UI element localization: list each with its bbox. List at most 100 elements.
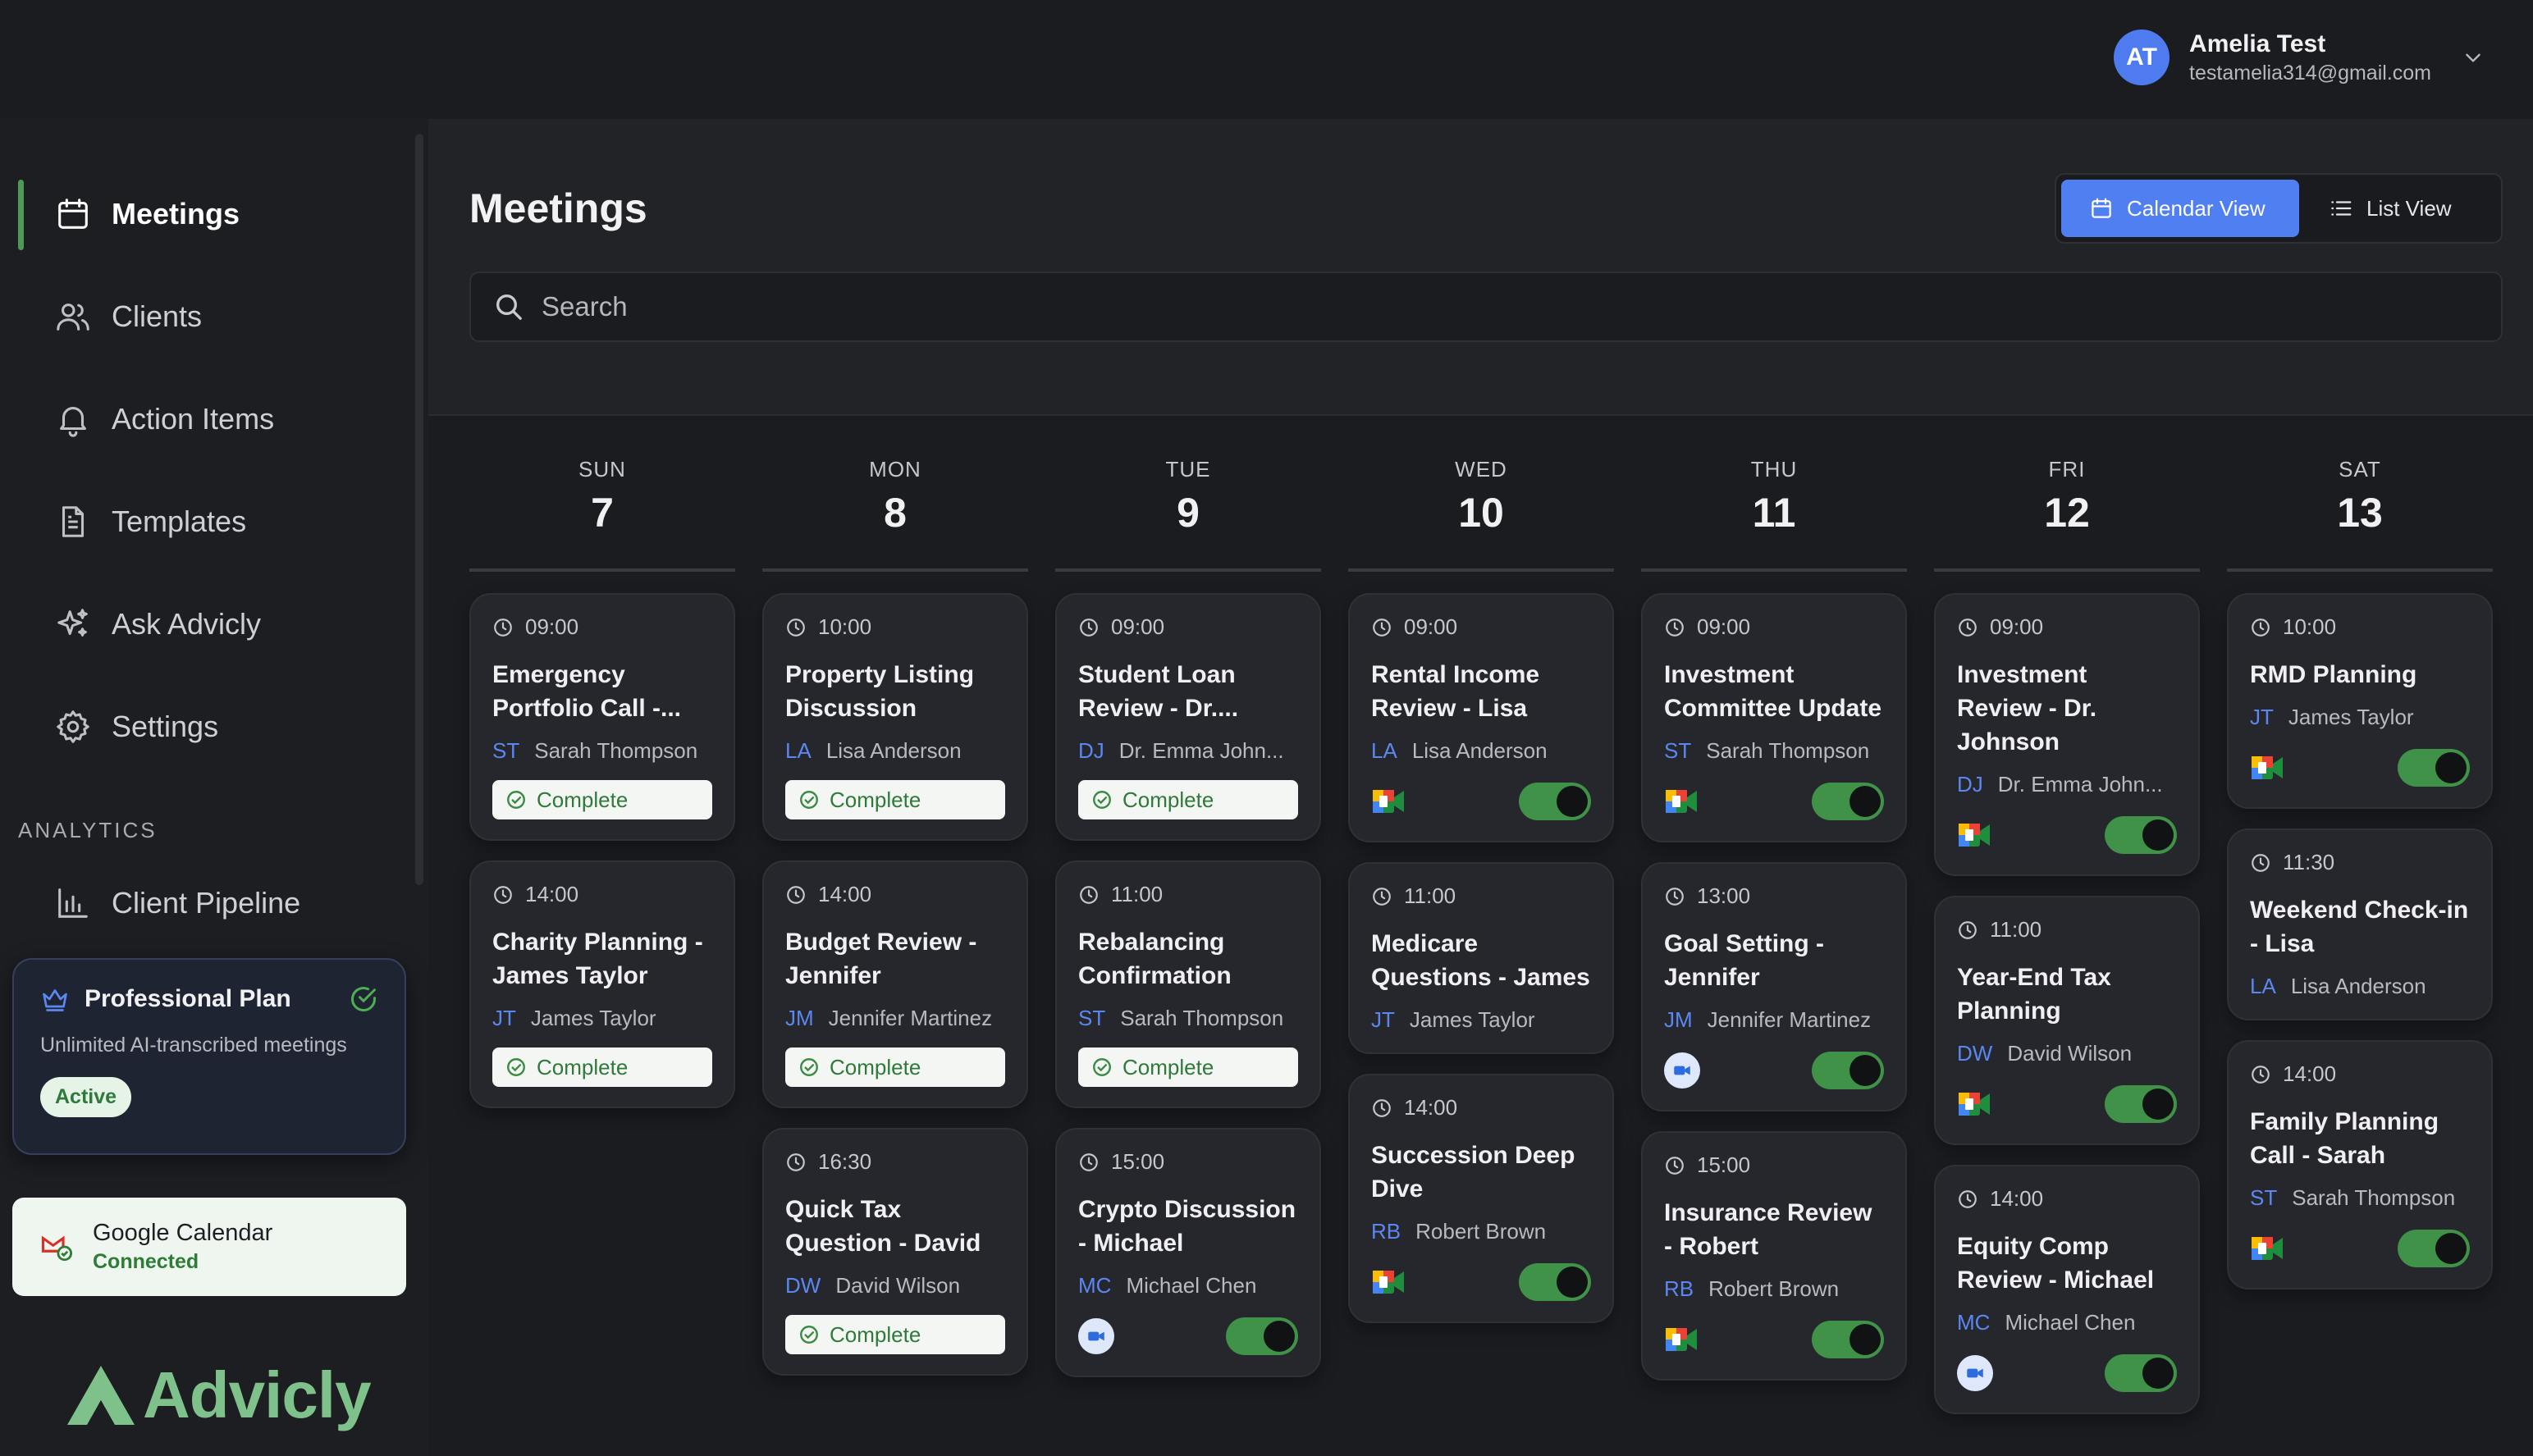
sidebar-scrollbar[interactable] [415,134,423,885]
sidebar-item-meetings[interactable]: Meetings [18,173,395,255]
recording-toggle[interactable] [1812,1052,1884,1089]
meeting-list: 09:00 Investment Review - Dr. Johnson DJ Dr… [1934,572,2200,1414]
meeting-card[interactable]: 14:00 Family Planning Call - Sarah ST Sarah… [2227,1040,2493,1289]
gear-icon [54,708,92,746]
meeting-card[interactable]: 14:00 Budget Review - Jennifer JM Jennifer … [762,860,1028,1108]
status-text: Complete [830,787,921,812]
meeting-card[interactable]: 11:00 Year-End Tax Planning DW David Wilson [1934,896,2200,1145]
meeting-card[interactable]: 09:00 Investment Committee Update ST Sarah … [1641,593,1907,842]
client-initials: JT [492,1006,516,1030]
client-initials: DW [785,1273,821,1298]
day-header[interactable]: MON 8 [762,416,1028,572]
meeting-card[interactable]: 11:30 Weekend Check-in - Lisa LA Lisa Ander… [2227,828,2493,1020]
user-menu[interactable]: AT Amelia Test testamelia314@gmail.com [2114,25,2484,90]
day-number: 11 [1752,489,1796,536]
sidebar-item-settings[interactable]: Settings [18,686,395,768]
day-header[interactable]: TUE 9 [1055,416,1321,572]
meeting-time: 14:00 [492,882,712,907]
recording-toggle[interactable] [1226,1317,1298,1355]
day-number: 8 [884,489,907,536]
meeting-card[interactable]: 14:00 Equity Comp Review - Michael MC Micha… [1934,1165,2200,1414]
status-text: Complete [537,1054,629,1079]
clock-icon [1664,1155,1685,1176]
meeting-title: Medicare Questions - James [1371,930,1590,991]
client-name: David Wilson [835,1273,961,1298]
meeting-card[interactable]: 13:00 Goal Setting - Jennifer JM Jennifer M… [1641,862,1907,1111]
meeting-list: 09:00 Investment Committee Update ST Sarah … [1641,572,1907,1381]
client-name: Lisa Anderson [2290,974,2426,998]
google-calendar-card[interactable]: Google Calendar Connected [12,1198,406,1296]
calendar-view-button[interactable]: Calendar View [2061,180,2299,237]
meeting-title: Property Listing Discussion [785,661,975,722]
clock-icon [1957,1189,1978,1210]
meeting-card[interactable]: 14:00 Charity Planning - James Taylor JT Ja… [469,860,735,1108]
recording-toggle[interactable] [2105,1354,2177,1392]
meeting-card[interactable]: 16:30 Quick Tax Question - David DW David W… [762,1128,1028,1376]
recording-toggle[interactable] [1812,783,1884,820]
main-content: Meetings Calendar View List View SUN 7 09:… [428,119,2533,1456]
sidebar-item-clients[interactable]: Clients [18,276,395,358]
meeting-card[interactable]: 10:00 Property Listing Discussion LA Lisa A… [762,593,1028,841]
meeting-time-text: 09:00 [1111,614,1165,639]
gmail-connected-icon [40,1230,75,1264]
recording-toggle[interactable] [2105,816,2177,854]
meeting-card[interactable]: 09:00 Investment Review - Dr. Johnson DJ Dr… [1934,593,2200,876]
meeting-card[interactable]: 10:00 RMD Planning JT James Taylor [2227,593,2493,809]
check-circle-icon [505,1057,527,1078]
recording-toggle[interactable] [2105,1085,2177,1123]
recording-toggle[interactable] [1812,1321,1884,1358]
meeting-card[interactable]: 11:00 Medicare Questions - James JT James T… [1348,862,1614,1054]
recording-toggle[interactable] [1519,783,1591,820]
bar-chart-icon [54,884,92,922]
clock-icon [1371,886,1392,907]
list-view-button[interactable]: List View [2304,180,2496,237]
recording-toggle[interactable] [2398,1230,2470,1267]
meeting-card[interactable]: 11:00 Rebalancing Confirmation ST Sarah Tho… [1055,860,1321,1108]
sidebar-item-action-items[interactable]: Action Items [18,378,395,460]
day-header[interactable]: FRI 12 [1934,416,2200,572]
sidebar-item-client-pipeline[interactable]: Client Pipeline [18,862,395,944]
meeting-client: ST Sarah Thompson [1664,738,1884,764]
day-header[interactable]: SUN 7 [469,416,735,572]
search-input[interactable] [542,291,2347,322]
plan-description: Unlimited AI-transcribed meetings [40,1034,347,1057]
view-toggle: Calendar View List View [2055,173,2503,244]
meeting-client: JT James Taylor [2250,705,2470,730]
meeting-list: 09:00 Student Loan Review - Dr.... DJ Dr. E… [1055,572,1321,1377]
meeting-title: Family Planning Call - Sarah [2250,1108,2439,1169]
sidebar-item-ask-advicly[interactable]: Ask Advicly [18,583,395,665]
meeting-card[interactable]: 15:00 Insurance Review - Robert RB Robert B… [1641,1131,1907,1381]
calendar-icon [2089,196,2114,221]
meeting-client: DW David Wilson [785,1273,1005,1299]
search-box[interactable] [469,272,2503,342]
meeting-time: 11:00 [1371,883,1591,909]
meeting-card[interactable]: 09:00 Student Loan Review - Dr.... DJ Dr. E… [1055,593,1321,841]
meeting-client: ST Sarah Thompson [492,738,712,764]
meeting-card[interactable]: 14:00 Succession Deep Dive RB Robert Brown [1348,1074,1614,1323]
recording-toggle[interactable] [1519,1263,1591,1301]
google-meet-icon [2250,1232,2286,1265]
check-circle-icon [1091,789,1113,810]
day-header[interactable]: SAT 13 [2227,416,2493,572]
recording-toggle[interactable] [2398,749,2470,787]
sidebar-item-label: Client Pipeline [112,886,301,920]
check-circle-icon [349,984,378,1014]
client-initials: RB [1371,1219,1401,1244]
clock-icon [2250,1064,2271,1085]
avatar[interactable]: AT [2114,30,2170,85]
meeting-time: 13:00 [1664,883,1884,909]
meeting-card[interactable]: 09:00 Emergency Portfolio Call -... ST Sara… [469,593,735,841]
client-initials: JT [2250,705,2274,729]
day-column-wed: WED 10 09:00 Rental Income Review - Lisa LA L… [1348,416,1614,1323]
day-header[interactable]: THU 11 [1641,416,1907,572]
zoom-icon [1078,1318,1114,1354]
logo[interactable]: Advicly [64,1358,372,1433]
chevron-down-icon[interactable] [2462,47,2484,68]
client-name: Lisa Anderson [825,738,962,763]
meeting-card[interactable]: 09:00 Rental Income Review - Lisa LA Lisa A… [1348,593,1614,842]
sidebar-item-templates[interactable]: Templates [18,481,395,563]
meeting-card[interactable]: 15:00 Crypto Discussion - Michael MC Michae… [1055,1128,1321,1377]
day-header[interactable]: WED 10 [1348,416,1614,572]
day-number: 9 [1177,489,1200,536]
analytics-heading: ANALYTICS [18,818,158,842]
